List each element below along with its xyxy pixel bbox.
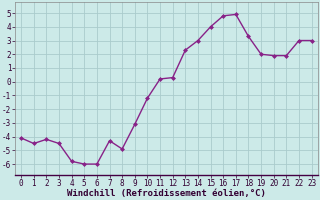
X-axis label: Windchill (Refroidissement éolien,°C): Windchill (Refroidissement éolien,°C) bbox=[67, 189, 266, 198]
